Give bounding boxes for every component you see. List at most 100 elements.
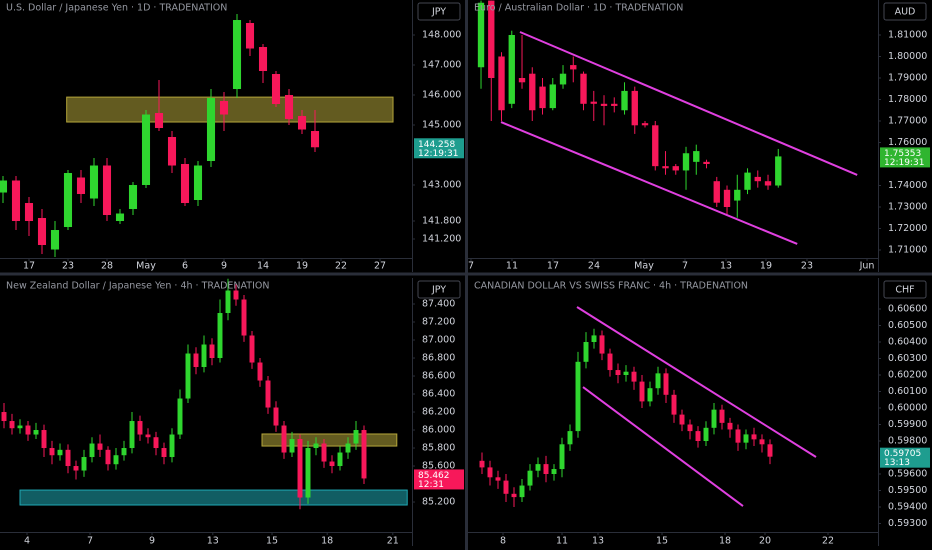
currency-label: JPY [431,285,446,296]
candle-body [671,394,677,415]
candle-body [233,290,239,300]
candle-body [527,470,533,486]
candle-body [615,370,621,376]
x-tick-label: 15 [266,536,278,547]
candle-body [353,430,359,444]
candle-body [734,189,741,201]
candle-body [185,353,191,399]
candle-body [89,443,95,458]
candle-body [479,460,485,468]
y-tick-label: 86.000 [422,425,455,436]
candle-body [713,181,720,203]
candle-body [487,467,493,478]
candle-body [361,430,367,479]
plot-area [477,0,858,245]
y-tick-label: 86.400 [422,389,455,400]
x-tick-label: 11 [506,261,518,272]
candle-body [575,361,581,432]
candle-body [1,412,7,422]
candle-body [735,429,741,443]
plot-area [0,14,394,258]
candle-body [662,166,669,169]
candle-body [281,425,287,453]
candle-body [519,485,525,498]
candle-body [759,439,765,445]
candle-body [663,373,669,395]
y-tick-label: 0.60100 [888,386,927,397]
candle-body [154,113,164,129]
y-tick-label: 0.59800 [888,436,927,447]
candle-body [711,409,717,428]
candle-body [641,123,649,126]
candle-body [687,424,693,432]
candle-body [549,84,556,109]
candle-body [129,421,135,449]
zone [19,489,408,506]
candle-body [49,448,55,456]
candle-body [81,457,87,471]
plot-area [1,278,408,510]
candle-body [57,449,63,456]
candle-body [580,73,587,104]
candle-body [63,173,73,228]
candle-body [193,353,199,368]
candle-body [180,164,190,204]
last-price-label: 0.59705 [884,449,921,459]
candle-body [611,103,618,106]
x-tick-label: 17 [23,261,35,272]
candle-body [310,131,320,148]
candle-body [25,425,31,435]
candle-body [284,95,294,120]
y-tick-label: 145.000 [422,120,461,131]
y-tick-label: 0.60500 [888,320,927,331]
chart-title: U.S. Dollar / Japanese Yen · 1D · TRADEN… [6,3,227,14]
x-tick-label: 14 [257,261,269,272]
x-tick-label: 23 [801,261,813,272]
last-price-box [414,138,464,159]
candle-body [97,443,103,450]
candle-body [703,427,709,442]
candle-body [73,466,79,471]
x-tick-label: May [634,261,654,272]
last-price-label: 144.258 [418,140,455,150]
candle-body [121,448,127,456]
candle-body [631,371,637,382]
candle-body [775,156,782,186]
candle-body [535,464,541,471]
candle-body [583,342,589,362]
x-tick-label: Jun [859,261,875,272]
y-tick-label: 85.800 [422,443,455,454]
channel-line [582,386,744,507]
currency-box [417,2,461,21]
x-tick-label: 6 [182,261,188,272]
candle-body [105,449,111,465]
y-tick-label: 1.73000 [888,202,927,213]
x-tick-label: 21 [387,536,399,547]
countdown-label: 12:19:31 [418,149,458,159]
countdown-label: 12:31 [418,480,444,490]
candle-body [9,421,15,429]
candle-body [488,0,495,79]
candle-body [113,455,119,465]
y-tick-label: 1.81000 [888,30,927,41]
last-price-box [880,447,930,468]
candle-body [744,172,751,190]
channel-line [500,121,798,245]
chart-title: Euro / Australian Dollar · 1D · TRADENAT… [474,3,683,14]
candle-body [65,449,71,467]
plot-area [479,306,817,508]
candle-body [24,203,34,222]
x-tick-label: 19 [296,261,308,272]
candle-body [551,469,557,475]
x-tick-label: 27 [374,261,386,272]
candle-body [17,425,23,429]
currency-label: JPY [431,7,446,18]
candle-body [559,444,565,470]
candle-body [743,434,749,443]
candle-body [102,165,112,216]
y-tick-label: 87.400 [422,299,455,310]
y-tick-label: 146.000 [422,90,461,101]
x-tick-label: 18 [719,536,731,547]
candle-body [206,98,216,162]
